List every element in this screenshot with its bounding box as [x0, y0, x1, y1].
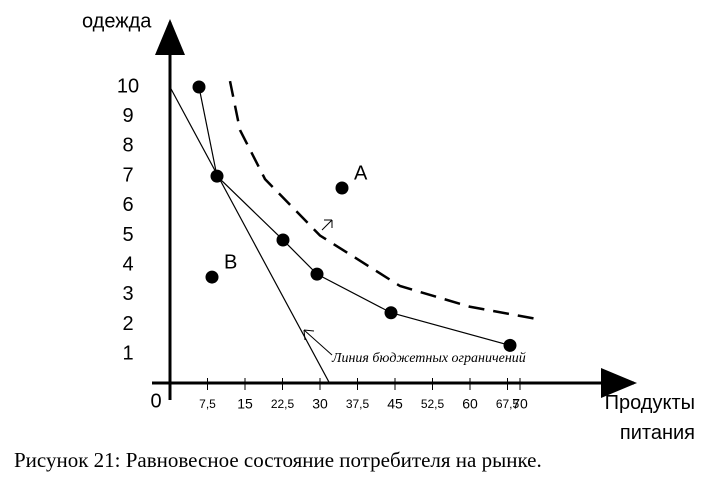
series-line	[198, 86, 511, 346]
series-point	[310, 267, 324, 281]
series-line	[228, 80, 536, 320]
x-tick-label: 30	[312, 396, 328, 412]
y-tick-label: 6	[122, 194, 133, 216]
series-point	[384, 306, 398, 320]
x-tick-label: 67,5	[496, 397, 520, 411]
y-tick-label: 3	[122, 283, 133, 305]
series-point	[503, 338, 517, 352]
x-tick-label: 15	[237, 396, 253, 412]
y-tick-label: 9	[122, 105, 133, 127]
series-point	[192, 80, 206, 94]
series-point	[276, 233, 290, 247]
y-tick-label: 10	[117, 75, 139, 97]
y-tick-label: 8	[122, 135, 133, 157]
point-label: B	[224, 251, 237, 273]
y-tick-label: 2	[122, 313, 133, 335]
point	[205, 270, 219, 284]
annotation-arrow	[303, 329, 333, 356]
series-point	[210, 169, 224, 183]
origin-label: 0	[150, 390, 161, 412]
y-axis-label: одежда	[82, 10, 152, 32]
y-tick-label: 1	[122, 343, 133, 365]
x-axis-label: Продукты питания	[604, 392, 695, 444]
point	[335, 181, 349, 195]
series-line	[169, 86, 331, 385]
direction-arrow	[321, 219, 333, 231]
annotation: Линия бюджетных ограничений	[331, 351, 526, 366]
x-tick-label: 70	[512, 396, 528, 412]
x-tick-label: 60	[462, 396, 478, 412]
x-axis-label-box: Продукты питания	[604, 392, 695, 444]
y-tick-label: 5	[122, 224, 133, 246]
caption: Рисунок 21: Равновесное состояние потреб…	[14, 448, 542, 472]
y-tick-label: 4	[122, 253, 133, 275]
x-tick-label: 22,5	[271, 397, 295, 411]
x-tick-label: 52,5	[421, 397, 445, 411]
x-tick-label: 45	[387, 396, 403, 412]
x-tick-label: 37,5	[346, 397, 370, 411]
y-tick-label: 7	[122, 164, 133, 186]
point-label: A	[354, 162, 368, 184]
x-tick-label: 7,5	[199, 397, 216, 411]
